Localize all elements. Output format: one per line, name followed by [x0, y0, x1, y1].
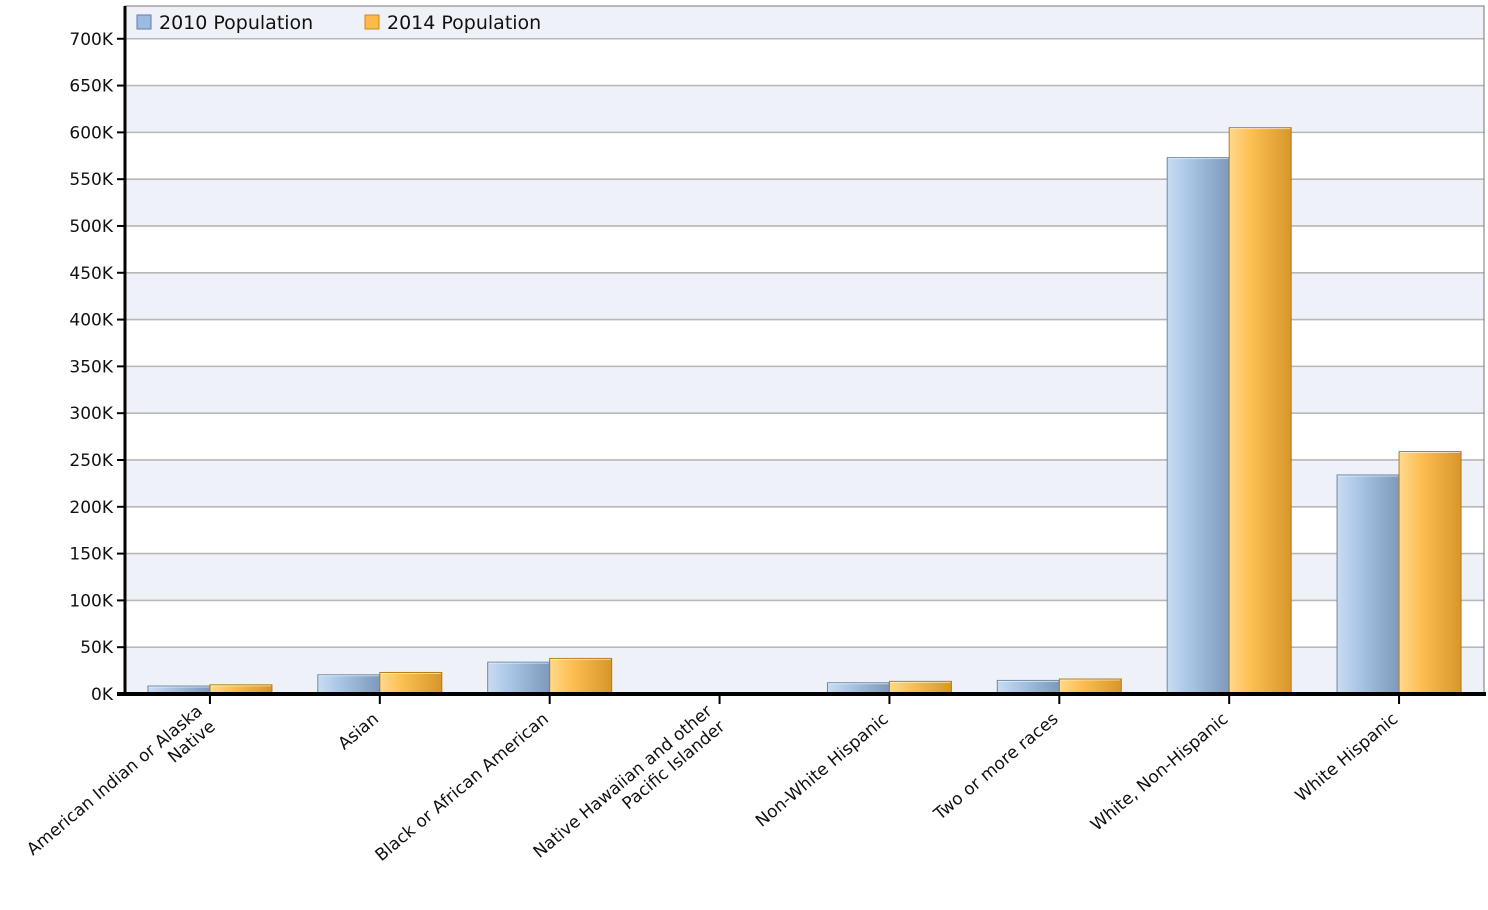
bar-2014[interactable]	[1398, 451, 1462, 695]
bar-2010[interactable]	[996, 679, 1060, 695]
y-tick-label: 100K	[69, 591, 113, 611]
bar-2010[interactable]	[487, 661, 551, 695]
legend-item-2014[interactable]: 2014 Population	[364, 12, 541, 34]
x-tick-label: White Hispanic	[1292, 709, 1402, 806]
bar-2014[interactable]	[1228, 127, 1292, 695]
x-tick-label-line: Two or more races	[930, 709, 1063, 825]
bar-2010[interactable]	[1336, 474, 1400, 695]
y-tick-label: 300K	[69, 404, 113, 424]
y-tick-label: 600K	[69, 123, 113, 143]
y-tick-label: 250K	[69, 451, 113, 471]
bars	[147, 127, 1462, 695]
y-tick-label: 700K	[69, 30, 113, 50]
y-tick-label: 550K	[69, 170, 113, 190]
bar-2014[interactable]	[549, 657, 613, 695]
legend-item-2010[interactable]: 2010 Population	[136, 12, 313, 34]
legend-label: 2010 Population	[159, 12, 313, 34]
x-tick-label-line: Non-White Hispanic	[752, 709, 892, 831]
x-tick-label: Black or African American	[372, 709, 553, 866]
y-tick-label: 150K	[69, 545, 113, 565]
x-tick-label: Two or more races	[930, 709, 1063, 825]
x-tick-label-line: White Hispanic	[1292, 709, 1402, 806]
y-tick-label: 200K	[69, 498, 113, 518]
x-tick-label: Non-White Hispanic	[752, 709, 892, 831]
y-tick-label: 0K	[91, 685, 114, 705]
bar-2010[interactable]	[317, 674, 381, 695]
x-tick-label-line: White, Non-Hispanic	[1087, 709, 1232, 835]
plot-band	[125, 85, 1484, 133]
legend-swatch	[136, 14, 152, 30]
x-tick-label-line: American Indian or Alaska	[23, 701, 206, 859]
x-tick-label: White, Non-Hispanic	[1087, 709, 1232, 835]
y-tick-label: 50K	[80, 638, 114, 658]
y-tick-label: 500K	[69, 217, 113, 237]
axes	[117, 5, 1486, 696]
legend-swatch	[364, 14, 380, 30]
bar-2014[interactable]	[379, 671, 443, 695]
y-tick-label: 650K	[69, 77, 113, 97]
bar-2014[interactable]	[1058, 678, 1122, 695]
x-tick-label-line: Black or African American	[372, 709, 553, 866]
y-tick-label: 400K	[69, 311, 113, 331]
bar-2010[interactable]	[1166, 157, 1230, 695]
y-tick-label: 350K	[69, 357, 113, 377]
x-tick-label-line: Asian	[334, 709, 382, 754]
legend[interactable]: 2010 Population 2014 Population	[136, 12, 541, 34]
legend-label: 2014 Population	[387, 12, 541, 34]
plot-band	[125, 6, 1484, 39]
y-tick-label: 450K	[69, 264, 113, 284]
x-tick-label-line: Native Hawaiian and other	[530, 701, 717, 862]
x-tick-label: Asian	[334, 709, 382, 754]
y-tick-labels: 0K 50K 100K 150K 200K 250K 300K 350K 400K 450K 500…	[69, 30, 125, 705]
